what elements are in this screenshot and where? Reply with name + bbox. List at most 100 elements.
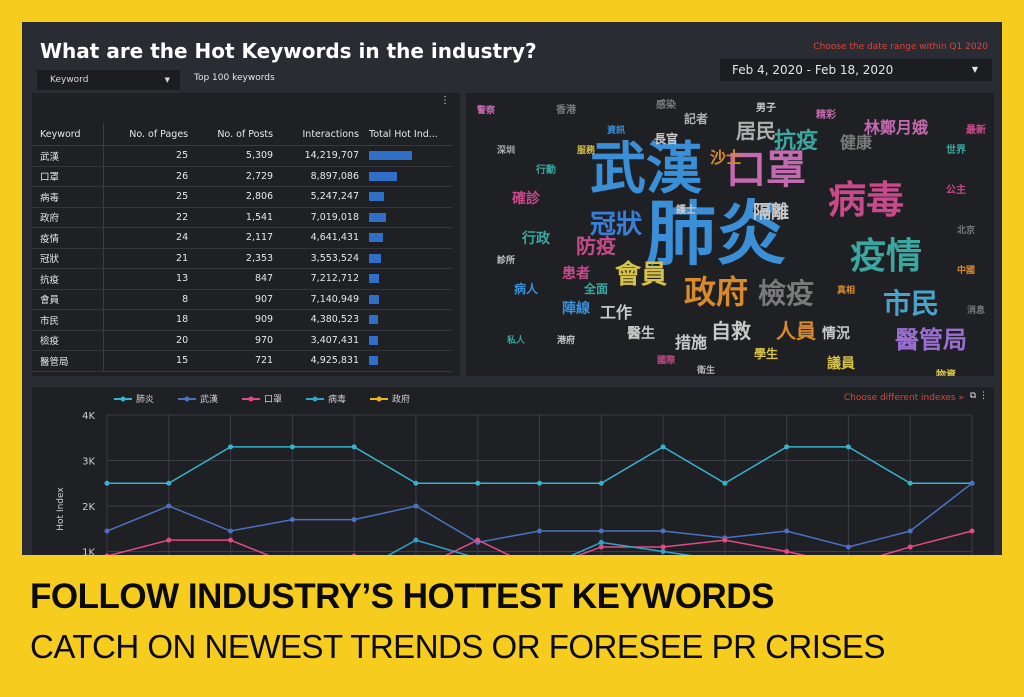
data-point — [598, 480, 604, 486]
wordcloud-word[interactable]: 衛生 — [696, 364, 715, 376]
date-range-hint: Choose the date range within Q1 2020 — [813, 42, 988, 52]
wordcloud-word[interactable]: 北京 — [957, 224, 975, 236]
table-row[interactable]: 醫管局 15 721 4,925,831 — [32, 350, 452, 372]
wordcloud-word[interactable]: 記者 — [684, 111, 708, 126]
table-cell: 21 — [103, 248, 194, 269]
wordcloud-word[interactable]: 陣線 — [562, 300, 590, 317]
table-cell: 武漢 — [32, 145, 104, 167]
wordcloud-word[interactable]: 診所 — [497, 254, 515, 266]
wordcloud-word[interactable]: 中國 — [957, 264, 975, 276]
table-row[interactable]: 檢疫 20 970 3,407,431 — [32, 330, 452, 351]
wordcloud-word[interactable]: 港府 — [557, 334, 575, 346]
table-row[interactable]: 病毒 25 2,806 5,247,247 — [32, 186, 452, 208]
panel-menu-icons[interactable]: ⧉ ⋮ — [969, 391, 988, 401]
table-row[interactable]: 冠狀 21 2,353 3,553,524 — [32, 248, 452, 269]
hot-index-bar — [369, 335, 378, 345]
wordcloud-word[interactable]: 議員 — [827, 355, 855, 372]
wordcloud-word[interactable]: 自救 — [711, 319, 751, 343]
data-point — [784, 549, 790, 554]
wordcloud-word[interactable]: 最新 — [966, 123, 986, 136]
wordcloud-word[interactable]: 警察 — [477, 104, 496, 116]
column-header[interactable]: Interactions — [278, 123, 364, 146]
wordcloud-word[interactable]: 健康 — [840, 133, 873, 152]
wordcloud-word[interactable]: 沙士 — [710, 148, 742, 167]
wordcloud-word[interactable]: 病人 — [514, 281, 539, 296]
wordcloud-word[interactable]: 長官 — [654, 131, 678, 146]
hot-index-bar — [369, 171, 397, 181]
wordcloud-word[interactable]: 市民 — [883, 287, 939, 320]
wordcloud-word[interactable]: 肺炎 — [646, 193, 786, 275]
table-cell: 檢疫 — [32, 330, 104, 351]
data-point — [413, 537, 419, 543]
hot-index-cell — [364, 227, 452, 249]
wordcloud-word[interactable]: 措施 — [675, 333, 707, 352]
wordcloud-word[interactable]: 防疫 — [576, 234, 616, 258]
wordcloud-word[interactable]: 檢疫 — [758, 277, 814, 310]
wordcloud-word[interactable]: 醫生 — [627, 325, 655, 342]
wordcloud-word[interactable]: 隔離 — [753, 201, 789, 223]
hot-index-cell — [364, 248, 452, 269]
data-point — [289, 444, 295, 450]
wordcloud-word[interactable]: 林鄭月娥 — [864, 118, 928, 137]
table-row[interactable]: 武漢 25 5,309 14,219,707 — [32, 145, 452, 167]
y-axis-label: Hot Index — [56, 487, 66, 531]
table-row[interactable]: 疫情 24 2,117 4,641,431 — [32, 227, 452, 249]
wordcloud-word[interactable]: 醫管局 — [895, 326, 967, 354]
wordcloud-word[interactable]: 消息 — [967, 304, 985, 316]
more-options-icon[interactable]: ⋮ — [440, 95, 450, 106]
data-point — [969, 528, 975, 534]
table-cell: 5,247,247 — [278, 186, 364, 208]
wordcloud-word[interactable]: 香港 — [556, 103, 577, 116]
caret-down-icon: ▼ — [971, 65, 978, 74]
wordcloud-word[interactable]: 患者 — [562, 265, 590, 282]
wordcloud-word[interactable]: 確診 — [512, 190, 541, 207]
wordcloud-word[interactable]: 居民 — [736, 119, 776, 143]
wordcloud-word[interactable]: 會員 — [615, 259, 667, 290]
wordcloud-word[interactable]: 深圳 — [497, 144, 515, 156]
wordcloud-word[interactable]: 精彩 — [816, 108, 836, 121]
wordcloud-word[interactable]: 物資 — [936, 368, 956, 376]
wordcloud-word[interactable]: 行政 — [521, 230, 551, 247]
wordcloud-word[interactable]: 感染 — [656, 98, 677, 111]
wordcloud-word[interactable]: 人員 — [776, 319, 816, 343]
wordcloud-word[interactable]: 服務 — [577, 144, 596, 156]
wordcloud-word[interactable]: 口罩 — [726, 147, 806, 193]
wordcloud-word[interactable]: 抗疫 — [774, 128, 818, 154]
column-header[interactable]: Keyword — [32, 123, 104, 146]
wordcloud-word[interactable]: 護士 — [676, 203, 696, 216]
date-range-select[interactable]: Feb 4, 2020 - Feb 18, 2020 ▼ — [720, 59, 992, 81]
wordcloud-word[interactable]: 情況 — [822, 325, 850, 342]
table-row[interactable]: 政府 22 1,541 7,019,018 — [32, 207, 452, 228]
table-cell: 721 — [193, 350, 279, 372]
wordcloud-word[interactable]: 男子 — [756, 102, 776, 114]
wordcloud-word[interactable]: 公主 — [946, 183, 966, 196]
wordcloud-word[interactable]: 國際 — [657, 354, 676, 366]
table-row[interactable]: 口罩 26 2,729 8,897,086 — [32, 166, 452, 187]
wordcloud-word[interactable]: 工作 — [600, 303, 632, 322]
wordcloud-word[interactable]: 政府 — [684, 273, 748, 311]
data-point — [598, 539, 604, 545]
choose-indexes-link[interactable]: Choose different indexes » — [843, 393, 964, 403]
wordcloud-word[interactable]: 私人 — [506, 334, 526, 346]
wordcloud-word[interactable]: 真相 — [837, 284, 855, 296]
column-header[interactable]: Total Hot Ind... — [364, 123, 452, 146]
wordcloud-word[interactable]: 世界 — [946, 143, 966, 156]
wordcloud-word[interactable]: 武漢 — [590, 137, 703, 202]
keyword-dropdown[interactable]: Keyword ▼ — [37, 70, 180, 90]
wordcloud-word[interactable]: 資訊 — [607, 124, 625, 136]
wordcloud-word[interactable]: 全面 — [583, 281, 608, 296]
data-point — [969, 480, 975, 486]
wordcloud-word[interactable]: 病毒 — [828, 178, 904, 222]
table-row[interactable]: 會員 8 907 7,140,949 — [32, 289, 452, 310]
data-point — [660, 544, 666, 550]
wordcloud-word[interactable]: 行動 — [535, 163, 556, 176]
table-row[interactable]: 抗疫 13 847 7,212,712 — [32, 268, 452, 290]
table-cell: 25 — [103, 145, 194, 167]
wordcloud-word[interactable]: 冠狀 — [590, 210, 643, 240]
table-cell: 2,729 — [193, 166, 279, 187]
column-header[interactable]: No. of Posts — [193, 123, 279, 146]
wordcloud-word[interactable]: 學生 — [754, 346, 778, 361]
wordcloud-word[interactable]: 疫情 — [850, 236, 922, 277]
column-header[interactable]: No. of Pages — [103, 123, 194, 146]
table-row[interactable]: 市民 18 909 4,380,523 — [32, 309, 452, 331]
